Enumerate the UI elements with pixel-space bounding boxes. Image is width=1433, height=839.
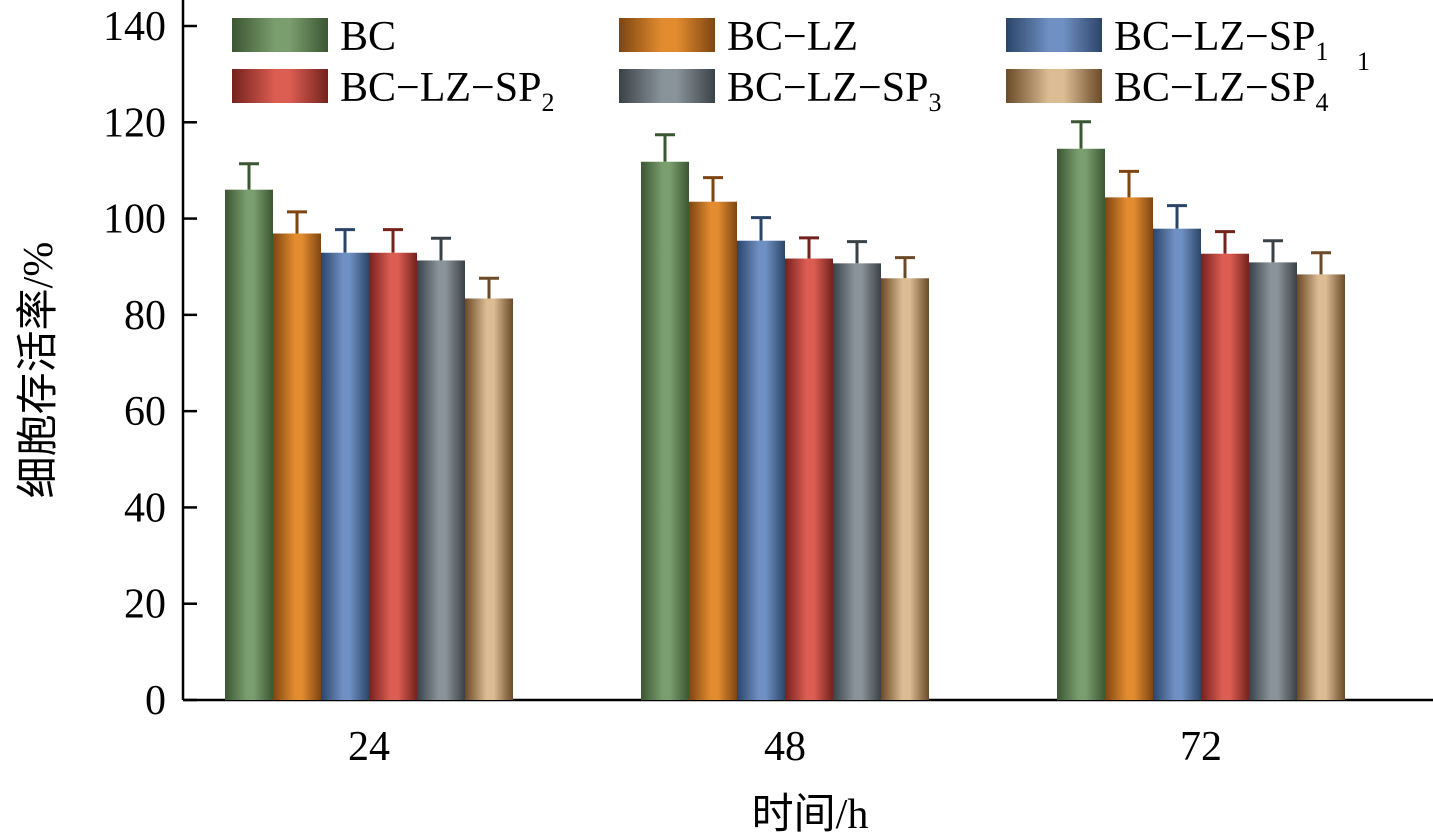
bar xyxy=(1249,262,1297,700)
bar xyxy=(1297,274,1345,700)
bar xyxy=(321,252,369,700)
bar xyxy=(465,298,513,700)
y-tick-label: 120 xyxy=(103,100,166,146)
legend-stray-superscript: 1 xyxy=(1357,47,1370,76)
legend-label-text: BC−LZ−SP xyxy=(1114,65,1315,111)
x-tick-label: 48 xyxy=(764,724,806,770)
x-tick-label: 72 xyxy=(1180,724,1222,770)
y-tick-label: 40 xyxy=(124,485,166,531)
bar xyxy=(785,258,833,700)
y-tick-label: 60 xyxy=(124,389,166,435)
legend-label: BC−LZ−SP2 xyxy=(340,65,554,117)
legend-label-text: BC−LZ−SP xyxy=(727,65,928,111)
legend-swatch xyxy=(1006,18,1102,52)
bar xyxy=(417,260,465,700)
x-tick-label: 24 xyxy=(348,724,390,770)
y-tick-label: 0 xyxy=(145,678,166,724)
legend-label: BC−LZ−SP4 xyxy=(1114,65,1328,117)
y-tick-label: 80 xyxy=(124,293,166,339)
legend-swatch xyxy=(619,69,715,103)
legend-label-text: BC xyxy=(340,14,396,60)
bar xyxy=(881,278,929,700)
y-tick-label: 140 xyxy=(103,4,166,50)
bar xyxy=(1105,197,1153,701)
legend-label: BC−LZ xyxy=(727,14,858,60)
bar xyxy=(737,240,785,700)
y-tick-label: 20 xyxy=(124,582,166,628)
legend-label-text: BC−LZ−SP xyxy=(340,65,541,111)
legend-swatch xyxy=(232,18,328,52)
legend-label-subscript: 1 xyxy=(1315,37,1328,66)
x-axis-title: 时间/h xyxy=(752,792,869,838)
bar xyxy=(641,161,689,700)
legend-label-text: BC−LZ−SP xyxy=(1114,14,1315,60)
bar xyxy=(369,252,417,700)
bar xyxy=(689,201,737,700)
bar xyxy=(833,263,881,700)
legend-swatch xyxy=(1006,69,1102,103)
legend-label-text: BC−LZ xyxy=(727,14,858,60)
bar xyxy=(1057,148,1105,700)
y-axis-title: 细胞存活率/% xyxy=(15,242,62,499)
legend-swatch xyxy=(619,18,715,52)
bar xyxy=(1201,253,1249,701)
bars xyxy=(225,120,1345,701)
bar xyxy=(273,233,321,700)
legend-label: BC−LZ−SP1 xyxy=(1114,14,1328,66)
legend-label: BC xyxy=(340,14,396,60)
y-tick-label: 100 xyxy=(103,197,166,243)
legend-swatch xyxy=(232,69,328,103)
bar xyxy=(1153,228,1201,700)
legend-label: BC−LZ−SP3 xyxy=(727,65,941,117)
legend-label-subscript: 3 xyxy=(928,88,941,117)
legend-label-subscript: 2 xyxy=(541,88,554,117)
bar xyxy=(225,189,273,700)
legend-label-subscript: 4 xyxy=(1315,88,1328,117)
